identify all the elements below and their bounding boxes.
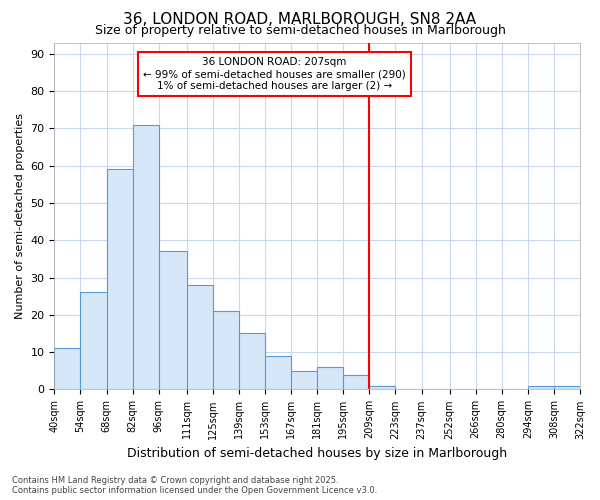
Bar [317,367,343,390]
Bar [291,371,317,390]
Bar [370,386,395,390]
X-axis label: Distribution of semi-detached houses by size in Marlborough: Distribution of semi-detached houses by … [127,447,507,460]
Bar [80,292,107,390]
Text: Size of property relative to semi-detached houses in Marlborough: Size of property relative to semi-detach… [95,24,505,37]
Bar [55,348,80,390]
Bar [159,252,187,390]
Text: 36, LONDON ROAD, MARLBOROUGH, SN8 2AA: 36, LONDON ROAD, MARLBOROUGH, SN8 2AA [124,12,476,28]
Bar [554,386,580,390]
Bar [343,374,370,390]
Y-axis label: Number of semi-detached properties: Number of semi-detached properties [15,113,25,319]
Bar [213,311,239,390]
Bar [107,170,133,390]
Bar [133,124,159,390]
Text: 36 LONDON ROAD: 207sqm
← 99% of semi-detached houses are smaller (290)
1% of sem: 36 LONDON ROAD: 207sqm ← 99% of semi-det… [143,58,406,90]
Bar [528,386,554,390]
Bar [187,285,213,390]
Bar [239,334,265,390]
Text: Contains HM Land Registry data © Crown copyright and database right 2025.
Contai: Contains HM Land Registry data © Crown c… [12,476,377,495]
Bar [265,356,291,390]
